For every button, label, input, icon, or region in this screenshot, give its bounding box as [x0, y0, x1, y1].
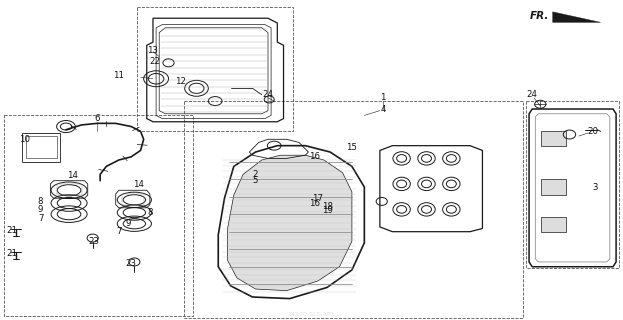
Text: 21: 21	[6, 226, 17, 235]
Polygon shape	[553, 12, 601, 22]
Text: 9: 9	[37, 205, 42, 214]
Text: 20: 20	[587, 127, 598, 136]
Text: 23: 23	[88, 237, 100, 246]
Text: 8: 8	[37, 197, 42, 206]
Text: 3: 3	[593, 183, 598, 192]
Text: 14: 14	[67, 172, 78, 180]
Text: 6: 6	[94, 114, 100, 123]
Text: 7: 7	[39, 214, 44, 223]
Text: 16: 16	[309, 198, 320, 207]
Text: 24: 24	[262, 90, 273, 99]
Text: 10: 10	[19, 135, 30, 144]
Text: 2: 2	[253, 170, 259, 179]
Text: 13: 13	[148, 45, 158, 55]
Text: 8: 8	[147, 208, 153, 217]
Text: 15: 15	[346, 143, 358, 152]
Polygon shape	[227, 155, 352, 291]
Polygon shape	[541, 131, 566, 146]
Text: 9: 9	[125, 219, 131, 228]
Text: 7: 7	[116, 227, 121, 236]
Polygon shape	[541, 179, 566, 195]
Text: 21: 21	[6, 250, 17, 259]
Text: 16: 16	[309, 152, 320, 161]
Text: 4: 4	[380, 105, 386, 114]
Text: 5: 5	[253, 176, 259, 185]
Text: 23: 23	[126, 259, 136, 268]
Text: 11: 11	[113, 71, 125, 80]
Polygon shape	[541, 217, 566, 232]
Text: FR.: FR.	[530, 11, 549, 21]
Text: 19: 19	[321, 206, 333, 215]
Text: 14: 14	[133, 180, 144, 189]
Text: 17: 17	[312, 194, 323, 203]
Text: 22: 22	[150, 57, 160, 66]
Text: 12: 12	[176, 77, 186, 86]
Text: 1: 1	[380, 93, 386, 102]
Text: 18: 18	[321, 202, 333, 211]
Text: 34270-SL5-A01: 34270-SL5-A01	[288, 312, 335, 317]
Bar	[22, 133, 60, 162]
Bar	[26, 136, 57, 158]
Text: 24: 24	[526, 90, 538, 99]
